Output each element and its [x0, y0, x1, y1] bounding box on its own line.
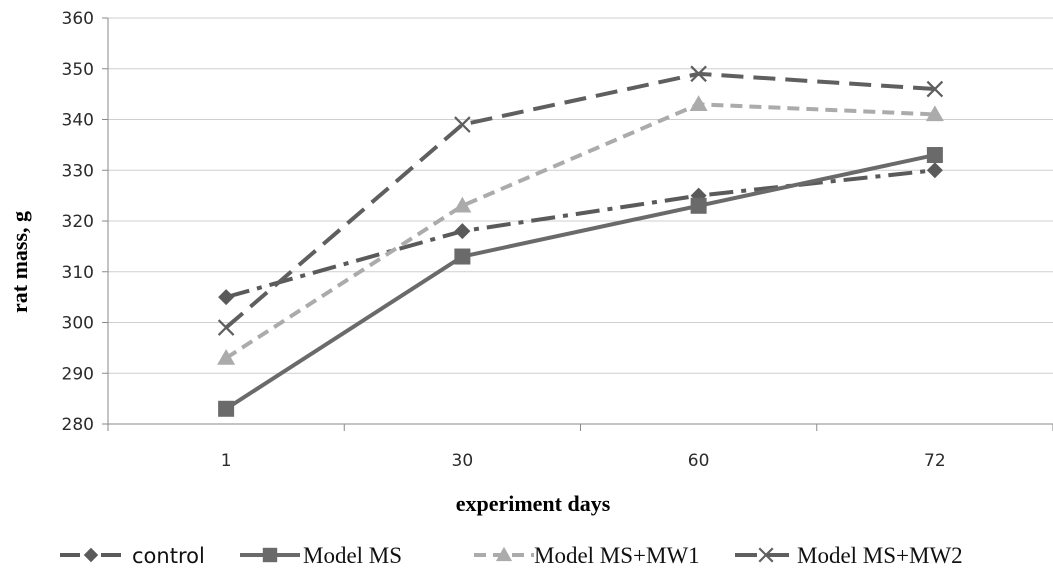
legend: control Model MS Model MS+MW1 Model MS+MW2: [60, 543, 963, 568]
marker-stroke: [926, 80, 944, 98]
legend-item: Model MS: [240, 543, 402, 568]
data-point: [689, 95, 708, 112]
data-point: [690, 197, 707, 214]
legend-label: Model MS: [303, 543, 402, 568]
marker-stroke: [758, 547, 774, 563]
y-tick-label: 340: [62, 111, 94, 131]
data-point: [690, 65, 707, 83]
axes: [102, 17, 1053, 431]
series-model-ms-mw1: [217, 95, 944, 365]
x-tick-label: 1: [221, 451, 232, 471]
legend-swatch-marker: [262, 547, 278, 563]
data-point: [454, 116, 471, 133]
x-axis-title: experiment days: [456, 491, 611, 516]
data-point: [454, 223, 471, 240]
y-tick-label: 300: [62, 314, 94, 334]
data-point: [217, 319, 235, 336]
data-point: [926, 147, 943, 164]
y-tick-label: 310: [62, 263, 94, 283]
legend-label: Model MS+MW2: [797, 543, 963, 568]
y-tick-label: 350: [62, 60, 94, 80]
data-point: [218, 289, 235, 306]
series-group: [217, 65, 944, 417]
series-model-ms: [218, 147, 943, 417]
legend-swatch-marker: [83, 547, 99, 563]
y-axis-title: rat mass, g: [7, 211, 32, 313]
series-line: [225, 168, 936, 300]
marker-stroke: [454, 116, 471, 133]
data-point: [453, 196, 472, 213]
y-tick-label: 280: [62, 415, 94, 435]
data-point: [926, 162, 943, 179]
x-tick-label: 60: [688, 451, 710, 471]
legend-swatch-marker: [758, 547, 774, 563]
data-point: [218, 400, 235, 417]
data-point: [454, 248, 471, 265]
y-tick-labels: 280 290 300 310 320 330 340 350 360: [62, 9, 94, 435]
y-tick-label: 330: [62, 161, 94, 181]
legend-item: Model MS+MW2: [735, 543, 963, 568]
legend-item: control: [60, 544, 205, 568]
y-tick-label: 320: [62, 212, 94, 232]
y-tick-label: 290: [62, 364, 94, 384]
x-tick-labels: 1 30 60 72: [221, 451, 946, 471]
marker-stroke: [217, 319, 235, 336]
gridlines: [108, 17, 1053, 374]
series-line: [224, 71, 936, 330]
legend-label: Model MS+MW1: [534, 543, 700, 568]
legend-swatch-marker: [495, 546, 513, 562]
x-tick-label: 30: [452, 451, 474, 471]
data-point: [217, 349, 236, 365]
legend-label: control: [132, 544, 205, 568]
data-point: [925, 105, 944, 122]
y-tick-label: 360: [62, 9, 94, 29]
x-tick-label: 72: [924, 451, 946, 471]
marker-stroke: [690, 65, 707, 83]
legend-item: Model MS+MW1: [474, 543, 700, 568]
series-line: [225, 153, 936, 411]
data-point: [926, 80, 944, 98]
series-model-ms-mw2: [217, 65, 944, 336]
series-line: [225, 102, 935, 360]
series-control: [218, 162, 943, 306]
